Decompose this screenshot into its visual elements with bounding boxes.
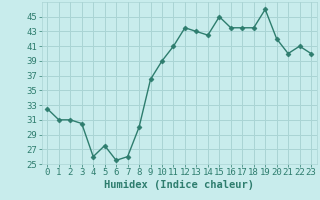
X-axis label: Humidex (Indice chaleur): Humidex (Indice chaleur) (104, 180, 254, 190)
